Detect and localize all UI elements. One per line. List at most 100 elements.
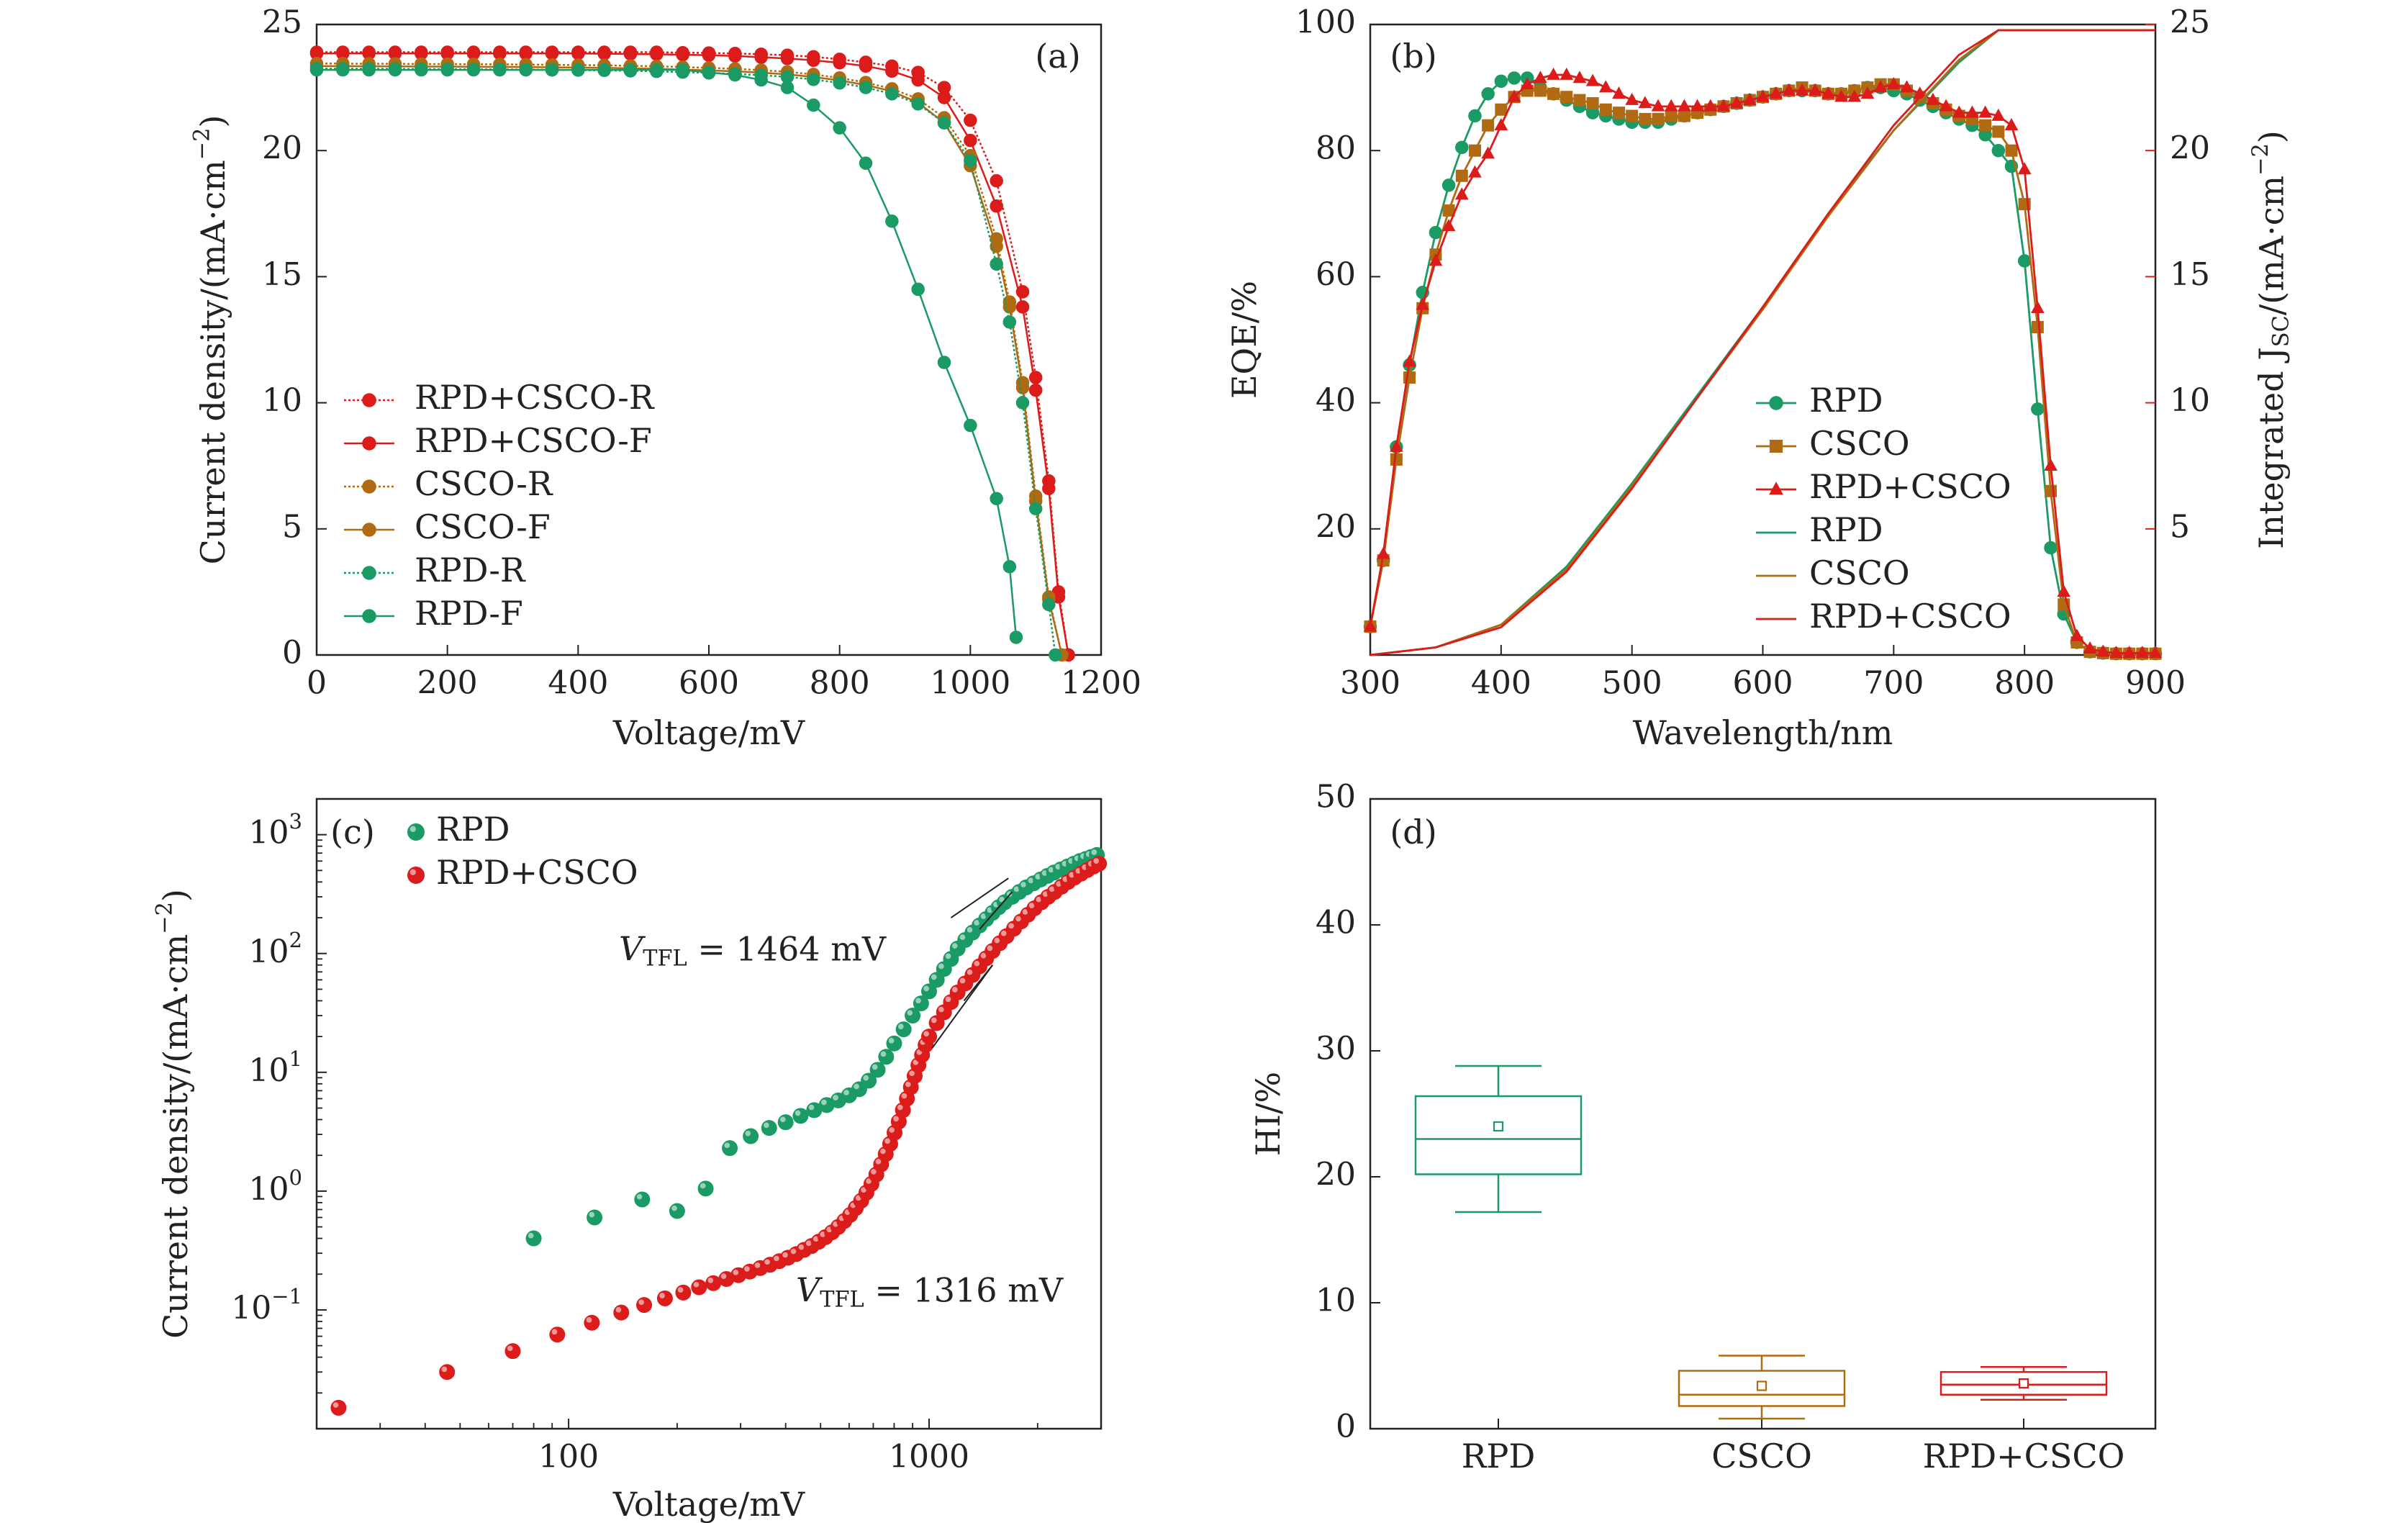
panel-b-ylabel: EQE/% bbox=[1225, 281, 1264, 399]
panel-a-point bbox=[1042, 597, 1056, 612]
panel-c-point-1 bbox=[691, 1279, 707, 1296]
panel-a-point bbox=[859, 81, 873, 94]
panel-c-point-1-highlight bbox=[551, 1329, 558, 1335]
panel-c-point-0-highlight bbox=[671, 1205, 677, 1211]
panel-b-series-line-5 bbox=[1370, 29, 2155, 656]
panel-c-point-0-highlight bbox=[880, 1051, 887, 1057]
panel-a-point bbox=[964, 153, 977, 168]
panel-c-point-0-highlight bbox=[897, 1023, 904, 1030]
panel-b-point bbox=[1481, 146, 1495, 159]
panel-b-point bbox=[1455, 140, 1469, 155]
panel-c-point-1-highlight bbox=[798, 1244, 805, 1250]
panel-a-point bbox=[728, 68, 742, 82]
panel-b-point bbox=[1900, 80, 1914, 93]
panel-c-point-0-highlight bbox=[907, 1010, 913, 1016]
panel-a-point bbox=[519, 63, 533, 77]
panel-c-point-0-highlight bbox=[959, 934, 966, 940]
panel-b-series-line-2 bbox=[1369, 73, 2155, 654]
panel-b-point bbox=[1678, 99, 1691, 112]
panel-d-ytick-label: 10 bbox=[1316, 1283, 1356, 1319]
panel-b-point bbox=[1495, 103, 1508, 116]
panel-a-legend-label: CSCO-R bbox=[415, 464, 553, 503]
panel-b-point bbox=[1965, 105, 1979, 118]
panel-c-point-0-highlight bbox=[528, 1232, 534, 1239]
panel-c-point-1 bbox=[549, 1327, 566, 1343]
panel-a-point bbox=[545, 47, 559, 60]
panel-c-point-1-highlight bbox=[774, 1255, 779, 1262]
panel-b-point bbox=[1991, 108, 2006, 121]
panel-c-xtick-label: 1000 bbox=[889, 1439, 969, 1475]
panel-c-point-0-highlight bbox=[636, 1193, 643, 1200]
panel-b-point bbox=[1860, 86, 1875, 99]
panel-a-point bbox=[1028, 502, 1043, 516]
panel-c-point-0-highlight bbox=[843, 1090, 849, 1095]
panel-c-point-1-highlight bbox=[764, 1259, 770, 1265]
panel-b-point bbox=[1403, 371, 1416, 384]
panel-a-point bbox=[1009, 631, 1023, 644]
panel-a-legend-marker bbox=[362, 393, 376, 407]
panel-a-legend-marker bbox=[362, 523, 376, 537]
panel-a-ytick-label: 10 bbox=[262, 382, 302, 419]
panel-a-legend-marker bbox=[362, 479, 376, 494]
panel-c-point-1-highlight bbox=[905, 1081, 911, 1088]
panel-b-xtick-label: 800 bbox=[1994, 665, 2055, 702]
panel-b-point bbox=[2004, 117, 2019, 130]
panel-c-frame bbox=[315, 797, 1103, 1430]
panel-d-ytick-label: 40 bbox=[1316, 905, 1356, 941]
panel-a-ytick-label: 20 bbox=[262, 130, 302, 167]
panel-c-annotation-rpdcsco: VTFL = 1316 mV bbox=[796, 1270, 1064, 1313]
panel-b-point bbox=[1390, 453, 1403, 466]
panel-a-ytick-label: 25 bbox=[262, 4, 302, 41]
panel-c-point-0 bbox=[869, 1062, 886, 1078]
panel-c-point-0 bbox=[587, 1209, 603, 1226]
panel-c-point-1-highlight bbox=[733, 1269, 739, 1275]
panel-d-frame bbox=[1369, 797, 2157, 1430]
panel-c-xlabel: Voltage/mV bbox=[612, 1485, 805, 1523]
panel-b-point bbox=[2044, 541, 2058, 555]
panel-b-point bbox=[2135, 646, 2150, 659]
panel-a-point bbox=[571, 63, 585, 77]
panel-c-point-0 bbox=[743, 1128, 759, 1144]
panel-a-point bbox=[650, 63, 664, 77]
panel-a-point bbox=[1015, 381, 1030, 394]
panel-c-legend-label: RPD+CSCO bbox=[436, 853, 638, 892]
panel-d-box bbox=[1414, 1095, 1583, 1175]
panel-b-xlabel: Wavelength/nm bbox=[1633, 713, 1893, 752]
panel-b-legend-marker bbox=[1769, 482, 1783, 495]
panel-b-legend-label: RPD+CSCO bbox=[1809, 597, 2011, 636]
panel-b-point bbox=[1625, 92, 1639, 105]
panel-c-point-1-highlight bbox=[1093, 858, 1100, 864]
panel-c-point-1-highlight bbox=[866, 1178, 872, 1184]
panel-a-xtick-label: 1000 bbox=[930, 665, 1010, 702]
panel-b-point bbox=[1598, 80, 1613, 93]
panel-c-point-1-highlight bbox=[441, 1366, 448, 1373]
panel-b-point bbox=[1534, 71, 1547, 83]
panel-b-y2tick-label: 5 bbox=[2170, 508, 2190, 545]
panel-b-point bbox=[1481, 87, 1495, 101]
panel-c-point-0-highlight bbox=[821, 1099, 827, 1106]
panel-c-point-1-highlight bbox=[805, 1240, 812, 1247]
panel-c-legend-marker-highlight bbox=[409, 826, 416, 833]
panel-a-xtick-label: 800 bbox=[810, 665, 870, 702]
panel-b-point bbox=[1468, 144, 1481, 157]
panel-c-point-0-highlight bbox=[745, 1130, 751, 1136]
panel-c-point-0-highlight bbox=[999, 896, 1005, 903]
panel-a-point bbox=[728, 49, 742, 63]
panel-c-point-1 bbox=[636, 1297, 653, 1314]
panel-a-point bbox=[309, 63, 324, 77]
panel-c-point-0 bbox=[722, 1140, 738, 1157]
panel-b-point bbox=[1664, 99, 1678, 112]
panel-d-mean bbox=[1756, 1380, 1767, 1391]
panel-c-point-1 bbox=[330, 1399, 347, 1416]
panel-a-point bbox=[1049, 648, 1062, 662]
panel-b-point bbox=[1534, 84, 1547, 97]
panel-b-point bbox=[1520, 77, 1534, 90]
panel-c-point-1-highlight bbox=[880, 1148, 886, 1154]
panel-c-point-1 bbox=[921, 1029, 938, 1045]
panel-c-point-0-highlight bbox=[915, 998, 921, 1004]
panel-a-point bbox=[990, 492, 1003, 506]
panel-a-legend-marker bbox=[362, 436, 376, 451]
panel-a-ytick-label: 15 bbox=[262, 256, 302, 293]
panel-c-point-1-highlight bbox=[813, 1236, 819, 1242]
